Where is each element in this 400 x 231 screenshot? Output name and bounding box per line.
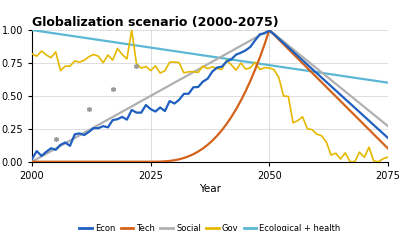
- Text: Globalization scenario (2000-2075): Globalization scenario (2000-2075): [32, 16, 279, 29]
- Legend: Econ, Tech, Social, Gov, Ecological + health: Econ, Tech, Social, Gov, Ecological + he…: [76, 221, 344, 231]
- X-axis label: Year: Year: [199, 183, 221, 194]
